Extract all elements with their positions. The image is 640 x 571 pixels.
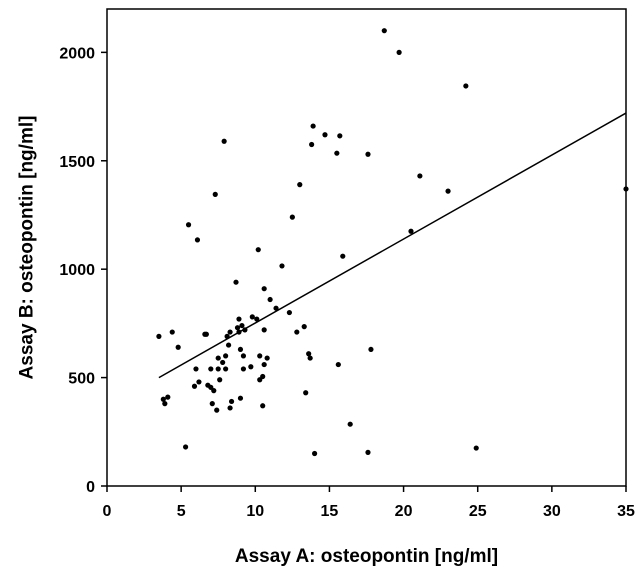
data-point (225, 342, 232, 348)
data-point (257, 353, 263, 359)
data-point (194, 237, 201, 243)
data-point (264, 355, 270, 361)
data-point (223, 353, 229, 359)
data-point (165, 394, 171, 400)
data-point (162, 401, 168, 407)
x-axis-title: Assay A: osteopontin [ng/ml] (235, 546, 498, 567)
data-point (335, 361, 341, 368)
data-point (227, 329, 233, 335)
data-point (309, 141, 315, 148)
data-point (261, 327, 267, 333)
data-point (228, 398, 235, 405)
x-tick-label: 5 (177, 503, 186, 520)
data-point (182, 444, 189, 450)
data-point (408, 228, 414, 234)
data-point (260, 373, 266, 380)
x-axis-ticks: 0 5 10 15 20 25 30 35 (103, 486, 635, 520)
data-point (307, 355, 313, 361)
x-tick-label: 20 (395, 503, 413, 520)
data-point (237, 346, 244, 353)
data-point (203, 331, 209, 337)
data-point (175, 344, 181, 350)
data-point (322, 132, 328, 138)
data-point (306, 351, 312, 357)
data-point (215, 355, 221, 361)
data-point (396, 49, 402, 55)
y-tick-label: 0 (86, 479, 95, 496)
data-point (156, 333, 162, 339)
data-point (289, 214, 295, 220)
data-point (211, 388, 217, 394)
data-point (196, 379, 202, 385)
x-tick-label: 0 (103, 503, 112, 520)
data-point (220, 359, 226, 366)
data-point (365, 449, 371, 455)
x-tick-label: 10 (246, 503, 264, 520)
data-point (303, 390, 309, 396)
data-point (236, 316, 242, 322)
data-point (286, 309, 292, 316)
data-point (261, 286, 267, 292)
regression-line (158, 112, 627, 379)
data-point (160, 396, 166, 402)
data-point (417, 173, 423, 179)
data-point (463, 83, 469, 89)
plot-frame (106, 8, 627, 487)
data-point (169, 329, 175, 335)
points-layer (156, 28, 629, 457)
data-point (223, 366, 229, 372)
y-axis-ticks: 0 500 1000 1500 2000 (59, 45, 107, 496)
data-point (240, 366, 247, 372)
data-point (312, 450, 318, 457)
y-tick-label: 500 (68, 371, 95, 388)
y-axis-title: Assay B: osteopontin [ng/ml] (17, 116, 38, 380)
x-tick-label: 15 (321, 503, 339, 520)
data-point (208, 366, 214, 372)
data-point (261, 361, 267, 368)
data-point (365, 151, 371, 157)
data-point (260, 403, 266, 409)
data-point (301, 324, 307, 330)
data-point (215, 366, 221, 372)
data-point (209, 401, 215, 407)
x-tick-label: 25 (469, 503, 487, 520)
data-point (191, 383, 198, 389)
x-tick-label: 30 (543, 503, 561, 520)
data-point (381, 28, 387, 34)
data-point (273, 305, 279, 311)
y-tick-label: 2000 (59, 45, 95, 62)
data-point (347, 421, 353, 427)
data-point (221, 138, 227, 144)
y-tick-label: 1500 (59, 154, 95, 171)
data-point (337, 133, 343, 139)
data-point (233, 279, 239, 285)
data-point (255, 247, 261, 253)
data-point (185, 222, 192, 228)
data-point (340, 253, 346, 259)
data-point (310, 123, 316, 129)
data-point (249, 314, 255, 320)
data-point (240, 353, 247, 359)
data-point (279, 263, 285, 269)
data-point (294, 329, 300, 335)
data-point (248, 364, 254, 370)
data-point (445, 188, 451, 194)
data-point (234, 325, 241, 331)
data-point (217, 377, 223, 383)
x-tick-label: 35 (617, 503, 635, 520)
data-point (239, 322, 245, 329)
data-point (473, 445, 479, 451)
data-point (214, 407, 220, 413)
data-point (193, 366, 199, 372)
data-point (237, 395, 244, 401)
data-point (334, 150, 340, 156)
data-point (267, 296, 273, 303)
data-point (254, 316, 260, 322)
data-point (212, 191, 218, 197)
data-point (368, 346, 374, 353)
y-tick-label: 1000 (59, 262, 95, 279)
data-point (297, 182, 303, 188)
data-point (227, 405, 233, 411)
